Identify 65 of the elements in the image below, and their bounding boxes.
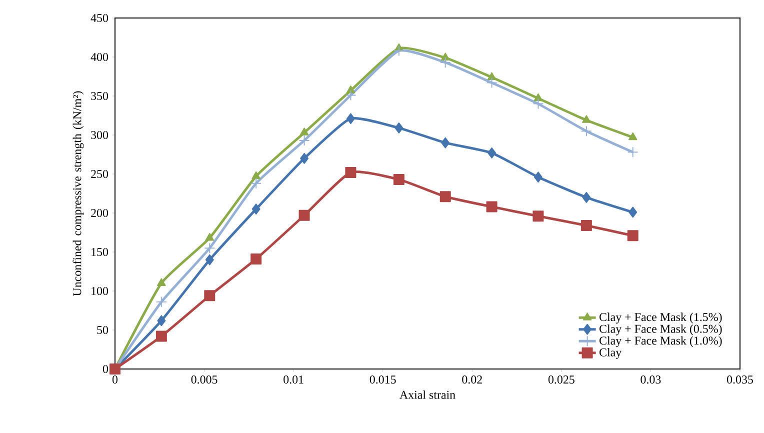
x-axis-title: Axial strain bbox=[400, 390, 456, 399]
point bbox=[580, 220, 592, 231]
point bbox=[346, 113, 355, 124]
y-tick-label: 200 bbox=[91, 208, 108, 218]
x-tick-label: 0.01 bbox=[284, 376, 304, 384]
legend-label: Clay + Face Mask (1.0%) bbox=[600, 336, 722, 348]
point bbox=[628, 206, 638, 218]
point bbox=[486, 77, 498, 88]
y-tick-label: 400 bbox=[90, 52, 108, 62]
y-tick-label: 350 bbox=[91, 92, 108, 100]
point bbox=[532, 98, 544, 110]
y-tick-label: 250 bbox=[91, 170, 108, 178]
point bbox=[534, 172, 542, 183]
point bbox=[440, 56, 451, 68]
point bbox=[532, 210, 544, 222]
point bbox=[628, 132, 638, 140]
point bbox=[298, 210, 310, 221]
point bbox=[204, 242, 216, 254]
point bbox=[252, 171, 260, 180]
x-tick-label: 0.03 bbox=[640, 376, 661, 384]
point bbox=[300, 128, 309, 136]
y-tick-label: 150 bbox=[92, 248, 108, 256]
x-tick-label: 0.025 bbox=[548, 376, 574, 384]
point bbox=[582, 115, 591, 123]
y-tick-label: 50 bbox=[97, 326, 108, 334]
x-tick-label: 0.005 bbox=[191, 376, 218, 384]
y-axis-title: Unconfined compressive strength (kN/m²) bbox=[72, 91, 84, 296]
legend-label: Clay bbox=[600, 348, 622, 359]
point bbox=[252, 204, 260, 215]
y-tick-label: 450 bbox=[90, 14, 108, 22]
point bbox=[157, 315, 166, 326]
point bbox=[204, 290, 216, 302]
legend-label: Clay + Face Mask (1.5%) bbox=[600, 312, 722, 324]
point bbox=[298, 134, 310, 146]
point bbox=[205, 232, 214, 241]
point bbox=[486, 201, 498, 212]
point bbox=[627, 230, 638, 242]
point bbox=[205, 254, 214, 266]
legend-label: Clay + Face Mask (0.5%) bbox=[600, 324, 722, 336]
point bbox=[157, 278, 166, 286]
point bbox=[394, 122, 404, 134]
x-tick-label: 0.02 bbox=[462, 376, 482, 384]
point bbox=[345, 166, 356, 178]
point bbox=[156, 296, 167, 308]
point bbox=[580, 126, 592, 137]
x-tick-label: 0.015 bbox=[370, 376, 396, 384]
point bbox=[441, 137, 450, 148]
point bbox=[300, 152, 309, 164]
point bbox=[250, 178, 262, 189]
point bbox=[627, 146, 638, 158]
point bbox=[440, 52, 450, 61]
y-tick-label: 100 bbox=[92, 286, 108, 296]
x-tick-label: 0.035 bbox=[727, 376, 753, 384]
point bbox=[488, 147, 496, 158]
point bbox=[393, 174, 404, 185]
point bbox=[534, 93, 543, 102]
y-tick-label: 300 bbox=[91, 130, 108, 140]
point bbox=[393, 45, 404, 56]
point bbox=[250, 254, 262, 265]
point bbox=[582, 192, 591, 203]
x-tick-label: 0 bbox=[112, 376, 118, 384]
point bbox=[345, 90, 356, 101]
point bbox=[156, 330, 167, 342]
point bbox=[440, 191, 451, 202]
y-tick-label: 0 bbox=[102, 364, 108, 374]
